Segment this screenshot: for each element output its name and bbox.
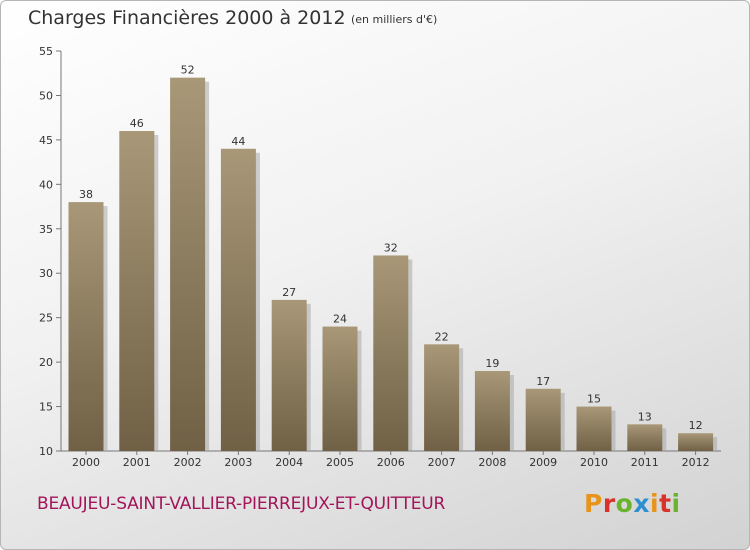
y-tick-label: 15 [39,401,53,414]
data-label: 38 [79,188,93,201]
logo-letter: t [659,489,672,518]
y-tick-label: 25 [39,312,53,325]
logo-letter: i [671,489,681,518]
y-tick-label: 40 [39,178,53,191]
commune-name: BEAUJEU-SAINT-VALLIER-PIERREJUX-ET-QUITT… [37,494,446,514]
data-label: 13 [638,410,652,423]
data-label: 32 [384,241,398,254]
bar [68,202,104,451]
data-label: 15 [587,393,601,406]
bar [627,424,663,451]
bar [525,388,561,451]
x-tick-label: 2003 [224,456,252,469]
x-tick-label: 2000 [72,456,100,469]
data-label: 46 [130,117,144,130]
x-tick-label: 2008 [478,456,506,469]
bar [322,326,358,451]
bar [119,131,155,451]
data-label: 27 [282,286,296,299]
bar [220,148,256,451]
logo-letter: i [650,489,660,518]
bar [424,344,460,451]
x-tick-label: 2012 [682,456,710,469]
data-label: 17 [536,375,550,388]
logo-letter: o [615,489,634,518]
y-tick-label: 30 [39,267,53,280]
y-tick-label: 45 [39,134,53,147]
data-label: 52 [181,64,195,77]
x-tick-label: 2009 [529,456,557,469]
bar [373,255,409,451]
x-tick-label: 2011 [631,456,659,469]
data-label: 44 [231,135,245,148]
bar [474,371,510,451]
chart-title: Charges Financières 2000 à 2012 [28,7,346,29]
chart-unit: (en milliers d'€) [351,13,438,26]
data-label: 22 [435,330,449,343]
x-tick-label: 2002 [174,456,202,469]
bar [170,77,206,452]
bar [678,433,714,451]
y-tick-label: 20 [39,356,53,369]
y-tick-label: 10 [39,445,53,458]
data-label: 19 [485,357,499,370]
y-tick-label: 35 [39,223,53,236]
x-tick-label: 2001 [123,456,151,469]
y-tick-label: 50 [39,89,53,102]
bar [271,299,307,451]
x-tick-label: 2005 [326,456,354,469]
x-tick-label: 2010 [580,456,608,469]
y-tick-label: 55 [39,45,53,58]
logo-letter: P [584,489,603,518]
x-tick-label: 2007 [428,456,456,469]
proxiti-logo: Proxiti [584,489,681,518]
logo-letter: x [633,489,650,518]
data-label: 12 [689,419,703,432]
logo-letter: r [602,489,616,518]
bar [576,406,612,451]
x-tick-label: 2006 [377,456,405,469]
x-tick-label: 2004 [275,456,303,469]
data-label: 24 [333,313,347,326]
